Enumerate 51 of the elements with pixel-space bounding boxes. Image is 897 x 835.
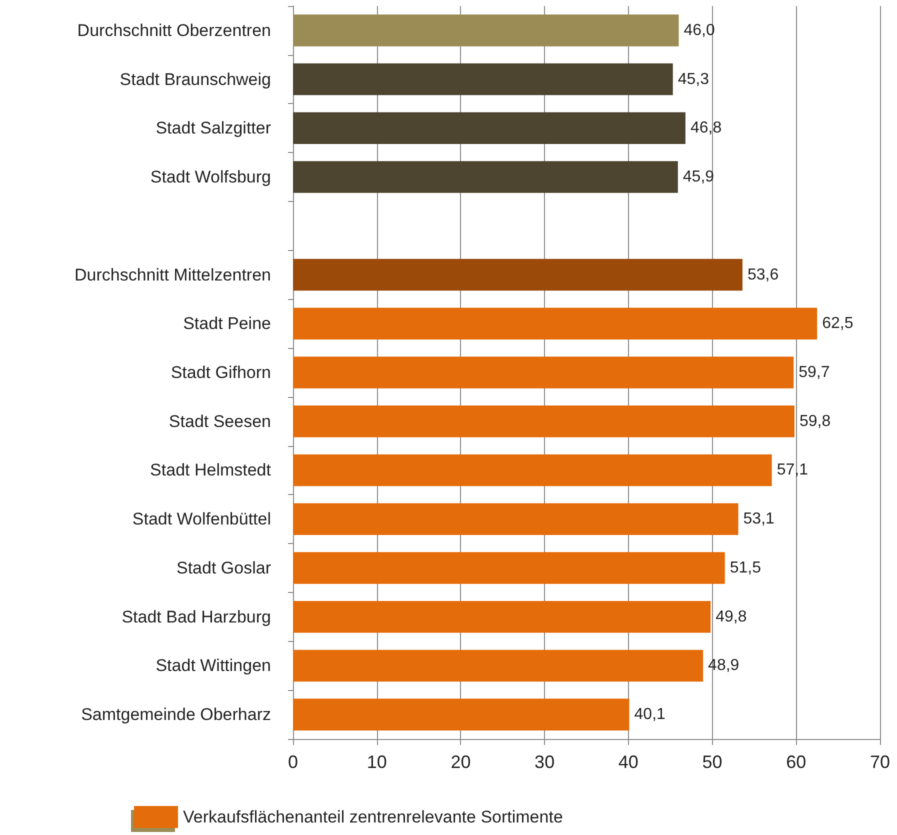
data-label: 45,9: [682, 168, 714, 186]
x-tick-label: 30: [534, 752, 555, 772]
y-tick-label: Samtgemeinde Oberharz: [81, 705, 271, 724]
bar: [293, 454, 772, 486]
x-tick-label: 10: [366, 752, 387, 772]
data-label: 48,9: [708, 657, 740, 674]
bar: [293, 405, 794, 438]
data-label: 46,0: [684, 22, 715, 39]
bar: [293, 258, 742, 291]
bar: [293, 356, 794, 388]
bar: [293, 600, 711, 633]
x-tick-label: 50: [702, 752, 722, 772]
data-label: 53,1: [743, 510, 775, 528]
y-tick-label: Stadt Bad Harzburg: [122, 607, 271, 626]
y-tick-label: Durchschnitt Oberzentren: [77, 20, 271, 40]
y-tick-label: Stadt Salzgitter: [156, 118, 272, 138]
data-label: 62,5: [822, 315, 854, 332]
data-label: 45,3: [678, 70, 710, 88]
bar: [293, 308, 818, 340]
y-tick-label: Stadt Braunschweig: [120, 70, 271, 89]
x-tick-label: 70: [870, 752, 890, 772]
x-tick-label: 40: [618, 752, 638, 772]
data-label: 49,8: [716, 608, 747, 626]
bar: [293, 14, 679, 46]
y-tick-label: Stadt Gifhorn: [170, 363, 271, 382]
y-tick-label: Stadt Wittingen: [156, 656, 271, 676]
y-tick-label: Stadt Goslar: [176, 558, 272, 578]
bar: [293, 650, 704, 682]
data-label: 46,8: [690, 120, 722, 137]
data-label: 59,8: [799, 412, 831, 430]
y-tick-label: Stadt Wolfsburg: [150, 168, 271, 187]
data-label: 57,1: [776, 462, 808, 479]
data-label: 51,5: [730, 559, 762, 576]
bar: [293, 698, 630, 730]
bar: [293, 112, 686, 144]
x-tick-label: 60: [786, 752, 806, 772]
y-tick-label: Stadt Peine: [183, 314, 271, 334]
data-label: 53,6: [747, 266, 779, 284]
y-tick-label: Stadt Wolfenbüttel: [132, 510, 271, 529]
data-label: 59,7: [798, 364, 830, 381]
bar: [293, 552, 725, 584]
y-tick-label: Durchschnitt Mittelzentren: [74, 265, 271, 284]
x-tick-label: 0: [288, 752, 298, 772]
y-tick-label: Stadt Helmstedt: [150, 460, 272, 480]
bar: [293, 503, 738, 535]
data-label: 40,1: [634, 706, 666, 724]
y-tick-label: Stadt Seesen: [168, 412, 271, 431]
legend-label: Verkaufsflächenanteil zentrenrelevante Sortimente: [183, 808, 563, 826]
x-tick-label: 20: [450, 752, 471, 772]
bar: [293, 161, 678, 193]
bar: [293, 63, 673, 96]
